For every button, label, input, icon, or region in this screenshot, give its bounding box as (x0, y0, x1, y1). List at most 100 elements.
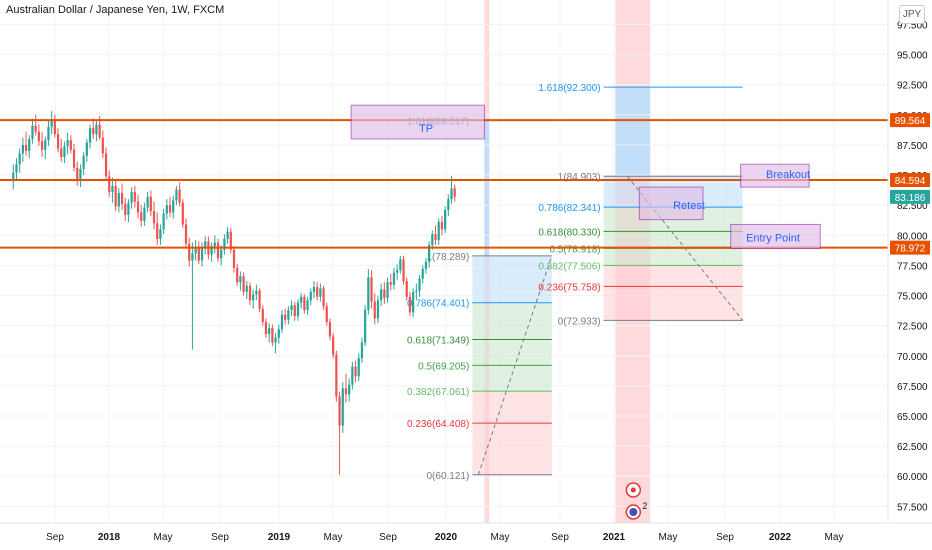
y-tick-label: 75.000 (897, 292, 928, 303)
fib-retracements: 0(60.121) 0.236(64.408) 0.382(67.061) 0.5(6… (407, 83, 743, 482)
candle-body (104, 153, 108, 177)
candle-body (108, 176, 111, 192)
y-tick-label: 62.500 (897, 442, 928, 453)
candle-body (248, 285, 252, 301)
candle-body (389, 282, 392, 285)
level-price-tag-bg (890, 172, 930, 187)
candle-body (303, 296, 306, 310)
candle-body (284, 314, 287, 320)
candle-body (117, 193, 120, 207)
candle-body (328, 322, 332, 337)
candle-body (341, 388, 344, 426)
price-axis-bg (888, 0, 932, 550)
candle-body (124, 203, 127, 215)
fib-level-label: 0.236(75.758) (538, 282, 600, 293)
candle-body (245, 285, 248, 292)
candle-body (332, 336, 335, 355)
fib-level-label: 1(78.289) (427, 252, 470, 263)
candle-body (319, 288, 322, 297)
x-tick-label: Sep (551, 532, 569, 543)
level-price-tag-bg (890, 113, 930, 128)
candle-body (188, 243, 191, 261)
candle-body (191, 253, 194, 261)
candle-body (85, 142, 88, 156)
candle-body (136, 201, 140, 213)
y-tick-label: 67.500 (897, 382, 928, 393)
candle-body (434, 234, 437, 241)
currency-button[interactable]: JPY (899, 5, 925, 24)
candle-body (428, 244, 431, 262)
candle-body (364, 309, 367, 343)
x-tick-label: May (324, 532, 343, 543)
candle-body (274, 337, 277, 343)
fib-level-label: 0.5(78.918) (549, 244, 600, 255)
candle-body (220, 249, 223, 259)
candle-body (264, 322, 268, 335)
candle-body (194, 247, 197, 254)
candle-body (392, 272, 396, 285)
candle-body (396, 270, 399, 273)
candle-body (344, 388, 348, 395)
candle-body (79, 169, 82, 180)
candle-body (28, 138, 31, 151)
candle-body (229, 231, 232, 250)
y-tick-label: 72.500 (897, 322, 928, 333)
fib-level-label: 0.786(82.341) (538, 203, 600, 214)
y-tick-label: 80.000 (897, 231, 928, 242)
candle-body (88, 128, 92, 143)
candle-body (440, 222, 444, 230)
candle-body (146, 196, 149, 208)
candle-body (316, 287, 319, 297)
fib-band (603, 248, 743, 266)
candle-body (47, 126, 50, 141)
y-tick-label: 77.500 (897, 261, 928, 272)
x-tick-label: May (154, 532, 173, 543)
x-tick-label: Sep (46, 532, 64, 543)
candle-body (306, 300, 309, 310)
candle-body (412, 291, 415, 313)
candle-body (120, 193, 124, 204)
candle-body (140, 212, 143, 221)
candle-body (415, 290, 418, 292)
candle-body (268, 328, 271, 335)
candle-body (204, 241, 207, 248)
candle-body (239, 276, 242, 283)
annotation-box (730, 223, 821, 250)
event-marker-count: 2 (642, 501, 647, 511)
candle-body (383, 289, 386, 298)
level-price-tag-bg (890, 240, 930, 255)
current-price-tag: 83.186 (895, 193, 926, 204)
candle-body (210, 246, 213, 255)
candle-body (405, 281, 408, 297)
fib-level-label: 0.618(80.330) (538, 227, 600, 238)
fib-level-label: 1.618(92.300) (538, 83, 600, 94)
annotation-label: Breakout (766, 169, 810, 181)
fib-level-label: 1(84.903) (558, 172, 601, 183)
flag-marker-dot (629, 508, 638, 516)
candle-body (444, 209, 447, 230)
candle-body (72, 149, 76, 168)
fib-level-label: 0.382(77.506) (538, 261, 600, 272)
candle-body (213, 242, 216, 247)
x-tick-label: Sep (379, 532, 397, 543)
candle-body (82, 155, 85, 170)
fib-level-label: 0.382(67.061) (407, 387, 469, 398)
candle-body (348, 384, 351, 395)
y-tick-label: 57.500 (897, 502, 928, 513)
candle-body (325, 306, 328, 323)
candle-body (258, 290, 261, 309)
candle-body (424, 261, 428, 270)
candle-body (53, 119, 56, 135)
y-tick-label: 60.000 (897, 472, 928, 483)
highlight-blue-band (615, 87, 651, 177)
x-tick-label: 2019 (268, 532, 291, 543)
candle-body (373, 301, 376, 319)
x-tick-label: May (491, 532, 510, 543)
candle-body (386, 282, 389, 298)
highlight-blue-band (484, 120, 490, 256)
fib-band (472, 423, 552, 475)
fib-level-label: 0(72.933) (558, 316, 601, 327)
candle-body (290, 305, 293, 310)
fib-band (472, 302, 552, 340)
